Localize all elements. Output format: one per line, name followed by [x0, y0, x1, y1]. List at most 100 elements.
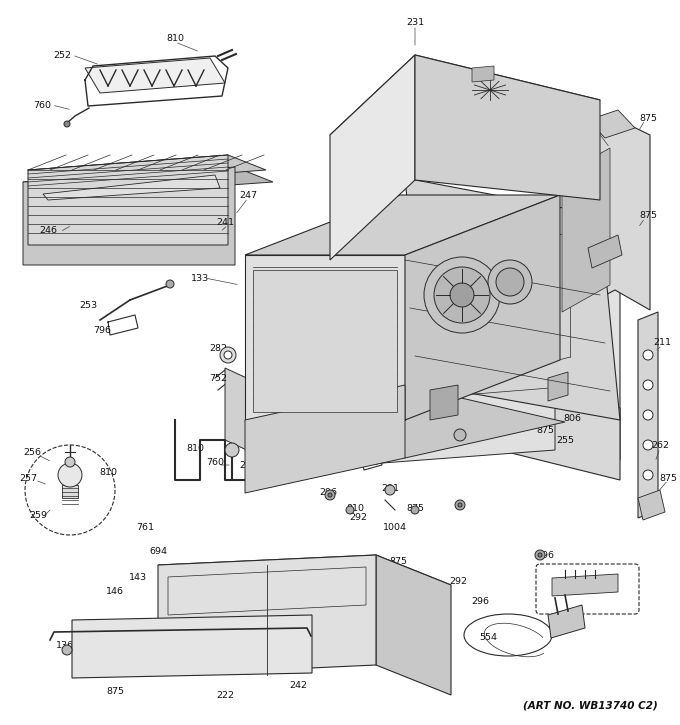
Polygon shape [638, 490, 665, 520]
Text: 143: 143 [129, 573, 147, 582]
Text: 935: 935 [246, 400, 264, 410]
Polygon shape [405, 195, 560, 420]
Text: 222: 222 [216, 690, 234, 700]
Polygon shape [158, 555, 451, 595]
Text: 1004: 1004 [586, 125, 610, 135]
Text: 223: 223 [376, 260, 394, 270]
Polygon shape [548, 372, 568, 401]
Text: 212: 212 [546, 357, 564, 367]
Text: 810: 810 [186, 444, 204, 452]
Text: 277: 277 [423, 384, 441, 392]
Circle shape [496, 268, 524, 296]
Polygon shape [245, 255, 405, 420]
Circle shape [224, 351, 232, 359]
Circle shape [328, 493, 332, 497]
Text: 247: 247 [239, 191, 257, 199]
Polygon shape [330, 55, 600, 178]
Circle shape [65, 457, 75, 467]
Polygon shape [245, 385, 565, 458]
Text: 257: 257 [19, 473, 37, 483]
Polygon shape [376, 555, 451, 695]
Text: 241: 241 [216, 218, 234, 226]
Text: 810: 810 [309, 370, 327, 379]
Polygon shape [72, 615, 312, 678]
Polygon shape [330, 55, 415, 260]
Text: 136: 136 [56, 640, 74, 650]
Text: 262: 262 [651, 441, 669, 450]
Polygon shape [405, 178, 620, 420]
Circle shape [434, 267, 490, 323]
Text: 251: 251 [326, 431, 344, 439]
Circle shape [346, 506, 354, 514]
Text: 875: 875 [536, 426, 554, 434]
Text: 272: 272 [479, 413, 497, 423]
Text: (ART NO. WB13740 C2): (ART NO. WB13740 C2) [523, 700, 658, 710]
Circle shape [220, 347, 236, 363]
Circle shape [538, 553, 542, 557]
Polygon shape [43, 175, 220, 200]
Circle shape [454, 429, 466, 441]
Text: 133: 133 [191, 273, 209, 283]
Polygon shape [552, 574, 618, 596]
Circle shape [455, 500, 465, 510]
Text: 1005: 1005 [356, 457, 380, 466]
Text: 875: 875 [639, 114, 657, 123]
Text: 232: 232 [579, 260, 597, 270]
Polygon shape [588, 235, 622, 268]
Text: 796: 796 [93, 326, 111, 334]
Polygon shape [440, 215, 620, 460]
Text: 256: 256 [23, 447, 41, 457]
Polygon shape [23, 167, 273, 197]
Polygon shape [290, 378, 620, 480]
Circle shape [643, 410, 653, 420]
Circle shape [488, 260, 532, 304]
Text: 201: 201 [423, 307, 441, 317]
Circle shape [58, 463, 82, 487]
Polygon shape [28, 155, 266, 185]
Text: 146: 146 [106, 587, 124, 597]
Text: 296: 296 [319, 487, 337, 497]
Text: 1002: 1002 [500, 413, 524, 423]
Polygon shape [23, 167, 235, 265]
Circle shape [535, 550, 545, 560]
Text: 875: 875 [659, 473, 677, 483]
Text: 253: 253 [79, 300, 97, 310]
Text: 875: 875 [406, 503, 424, 513]
Text: 875: 875 [239, 560, 257, 570]
Circle shape [64, 121, 70, 127]
Text: 752: 752 [209, 373, 227, 383]
Text: 875: 875 [106, 687, 124, 697]
Polygon shape [245, 385, 405, 493]
Text: 204: 204 [253, 668, 271, 676]
Text: 292: 292 [449, 578, 467, 587]
Polygon shape [430, 385, 458, 420]
Text: 44: 44 [456, 428, 468, 436]
Text: 246: 246 [39, 225, 57, 234]
Text: 810: 810 [346, 503, 364, 513]
Polygon shape [28, 155, 228, 245]
Polygon shape [245, 195, 560, 255]
Text: 211: 211 [653, 338, 671, 347]
Polygon shape [588, 110, 635, 138]
Circle shape [458, 503, 462, 507]
Circle shape [62, 645, 72, 655]
Polygon shape [472, 66, 494, 82]
Text: 282: 282 [209, 344, 227, 352]
Circle shape [643, 440, 653, 450]
Text: 231: 231 [406, 17, 424, 27]
Text: 554: 554 [479, 634, 497, 642]
Polygon shape [558, 118, 650, 320]
Text: 806: 806 [563, 413, 581, 423]
Text: 202: 202 [296, 294, 314, 302]
Text: 218: 218 [601, 238, 619, 247]
Text: 875: 875 [389, 558, 407, 566]
Text: 810: 810 [166, 33, 184, 43]
Text: 230: 230 [341, 130, 359, 139]
Circle shape [166, 280, 174, 288]
Circle shape [643, 350, 653, 360]
Circle shape [424, 257, 500, 333]
Text: 217: 217 [589, 160, 607, 170]
Text: 296: 296 [536, 550, 554, 560]
Text: 1004: 1004 [383, 523, 407, 532]
Text: 810: 810 [99, 468, 117, 476]
